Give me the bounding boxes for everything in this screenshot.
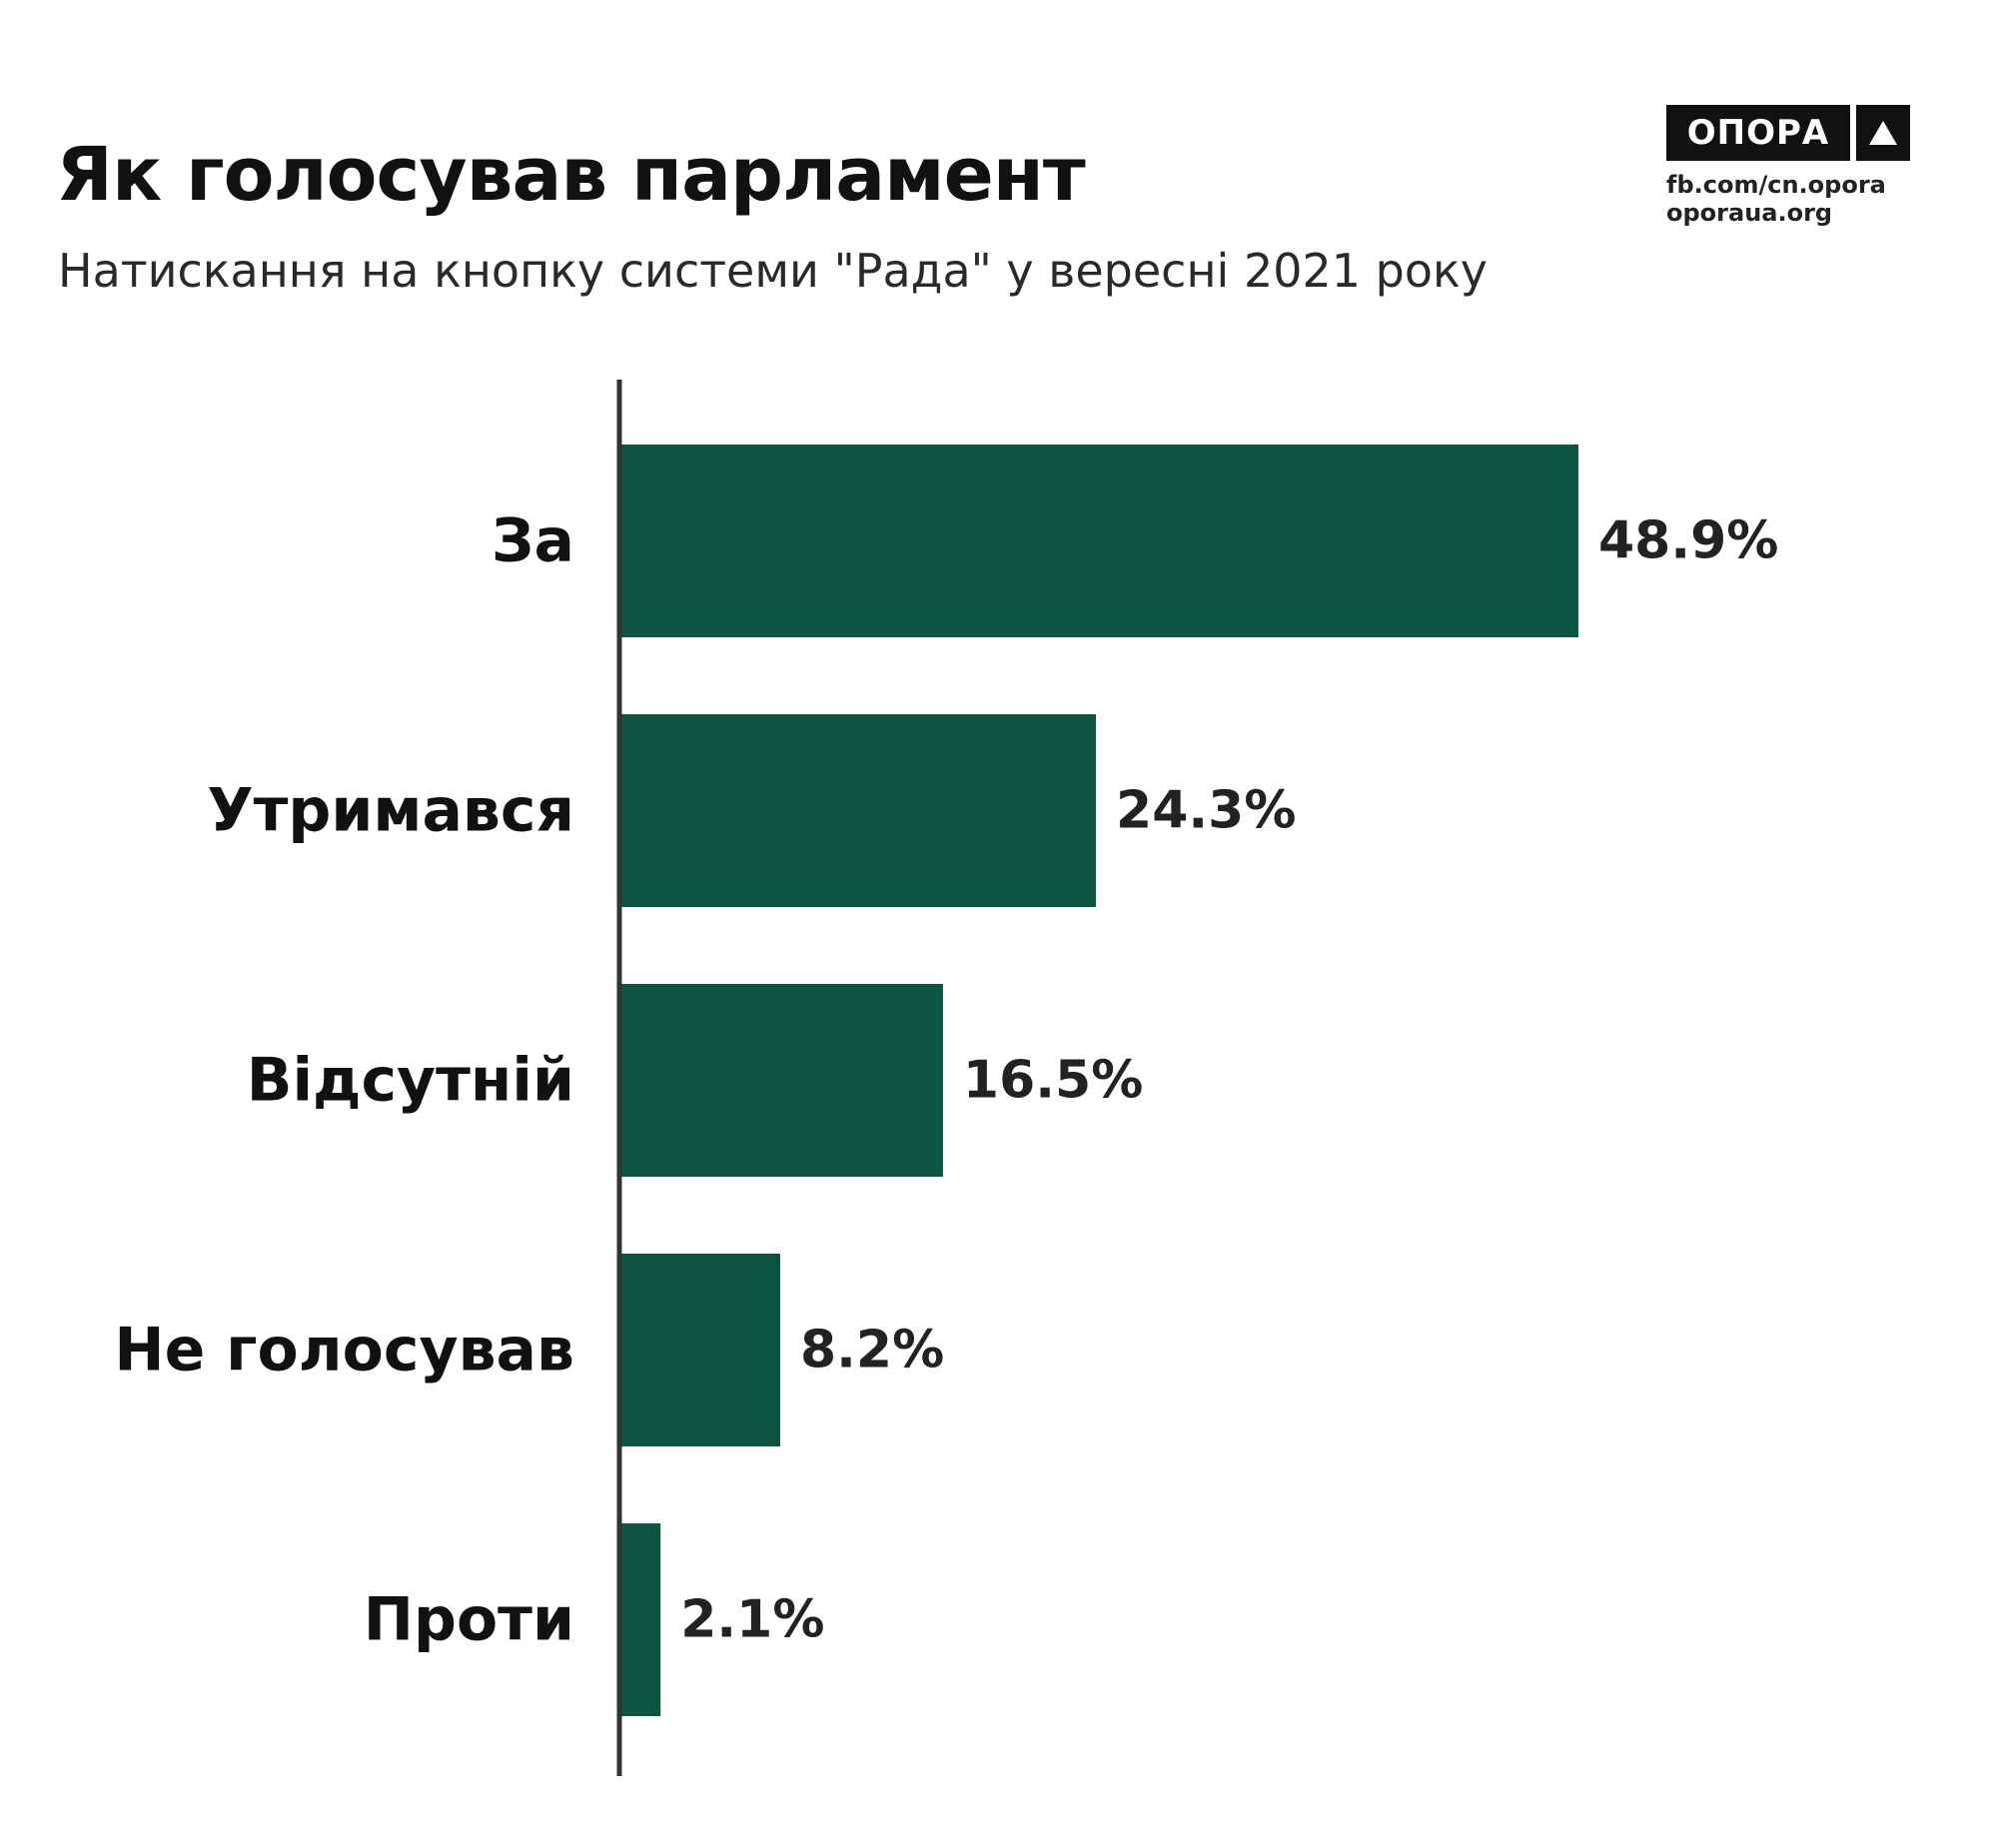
value-label: 16.5% (963, 1051, 1143, 1111)
category-label: Не голосував (114, 1316, 574, 1386)
triangle-up-icon (1856, 105, 1910, 161)
bar (619, 1254, 780, 1446)
logo-wordmark: ОПОРА (1666, 105, 1850, 161)
category-label: Відсутній (247, 1046, 574, 1116)
category-label: Проти (364, 1585, 574, 1655)
logo-box: ОПОРА (1666, 105, 1910, 161)
value-label: 24.3% (1116, 781, 1296, 841)
value-label: 48.9% (1598, 511, 1778, 571)
bar (619, 445, 1578, 637)
logo-link-facebook: fb.com/cn.opora (1666, 171, 1886, 199)
opora-logo: ОПОРА fb.com/cn.opora oporaua.org (1666, 105, 1910, 227)
chart-title: Як голосував парламент (56, 132, 1086, 218)
logo-link-website: oporaua.org (1666, 199, 1833, 227)
bar (619, 714, 1097, 907)
chart-subtitle: Натискання на кнопку системи "Рада" у ве… (58, 244, 1488, 298)
value-label: 8.2% (800, 1321, 944, 1381)
category-label: За (492, 506, 574, 576)
value-label: 2.1% (680, 1590, 824, 1650)
bar (619, 984, 943, 1177)
bar (619, 1523, 661, 1716)
category-label: Утримався (207, 776, 574, 846)
